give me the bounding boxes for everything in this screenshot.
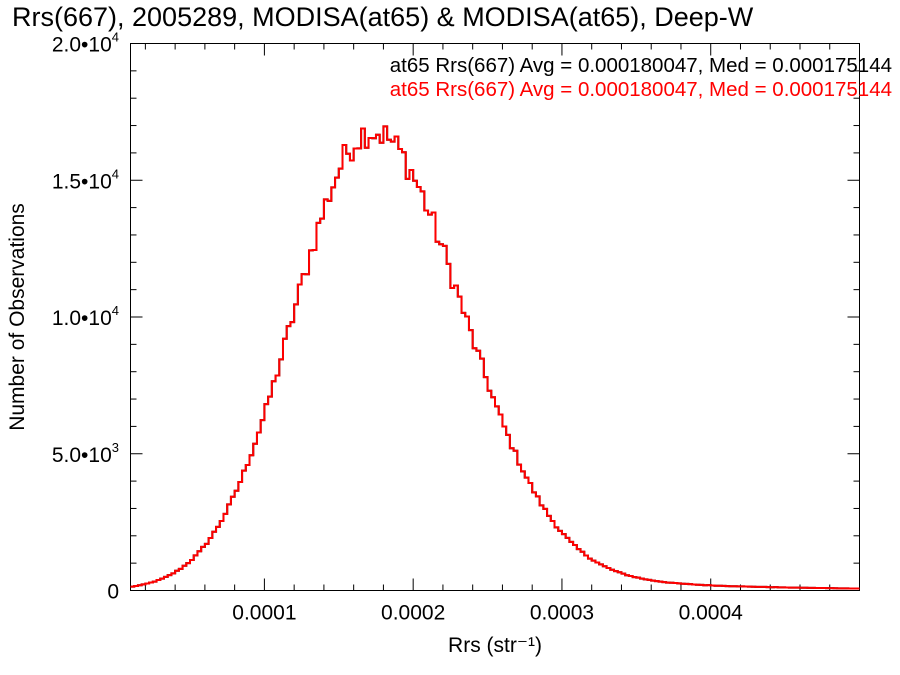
legend-entry-black: at65 Rrs(667) Avg = 0.000180047, Med = 0… [390,54,892,77]
x-tick-label: 0.0002 [381,602,445,625]
y-tick-label: 2.0•104 [52,30,119,57]
x-axis-ticks: 0.0001 0.0002 0.0003 0.0004 [144,43,831,625]
y-axis-ticks: 0 5.0•103 1.0•104 1.5•104 2.0•104 [52,30,860,604]
legend-entry-red: at65 Rrs(667) Avg = 0.000180047, Med = 0… [390,78,892,101]
y-tick-label: 1.0•104 [52,303,119,330]
x-axis-label: Rrs (str⁻¹) [448,634,542,657]
y-tick-label: 1.5•104 [52,166,119,193]
x-tick-label: 0.0004 [679,602,744,625]
chart-title: Rrs(667), 2005289, MODISA(at65) & MODISA… [12,2,754,32]
histogram-series-red [130,125,860,590]
x-tick-label: 0.0003 [530,602,594,625]
x-tick-label: 0.0001 [232,602,296,625]
plot-frame [130,43,860,591]
y-tick-label: 0 [107,581,119,604]
y-axis-label: Number of Observations [6,203,29,431]
y-tick-label: 5.0•103 [52,440,119,467]
histogram-series-black [130,125,860,590]
